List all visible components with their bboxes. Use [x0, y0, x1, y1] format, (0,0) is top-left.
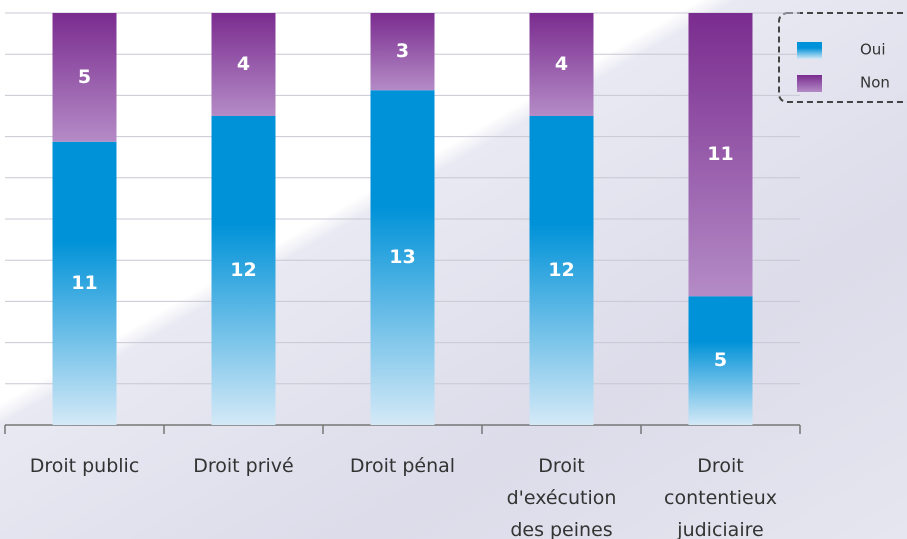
bar-segment: [688, 296, 753, 425]
bar-segment: [688, 13, 753, 297]
legend-box: [778, 12, 907, 103]
data-label: 12: [548, 259, 574, 281]
bar-segment: [529, 13, 594, 116]
bar-segment: [370, 90, 435, 425]
data-label: 13: [389, 246, 415, 268]
legend-swatch: [797, 42, 822, 59]
x-tick-label: Droit public: [29, 455, 140, 477]
x-tick-label: Droit contentieux judiciaire: [664, 455, 777, 539]
data-label: 5: [714, 349, 727, 371]
bar-segment: [211, 13, 276, 116]
data-label: 11: [707, 143, 733, 165]
bar-segment: [52, 13, 117, 142]
legend-label: Oui: [860, 41, 885, 59]
data-label: 11: [71, 272, 97, 294]
data-label: 12: [230, 259, 256, 281]
bar-segment: [52, 141, 117, 425]
bar-segment: [211, 116, 276, 425]
bar-segment: [370, 13, 435, 91]
bar-segment: [529, 116, 594, 425]
x-tick-label: Droit d'exécution des peines: [506, 455, 617, 539]
data-label: 3: [396, 40, 409, 62]
data-label: 5: [78, 66, 91, 88]
data-label: 4: [237, 53, 250, 75]
data-label: 4: [555, 53, 568, 75]
x-tick-label: Droit pénal: [349, 455, 456, 477]
legend-label: Non: [860, 74, 890, 92]
x-tick-label: Droit privé: [193, 455, 294, 477]
legend-swatch: [797, 75, 822, 92]
